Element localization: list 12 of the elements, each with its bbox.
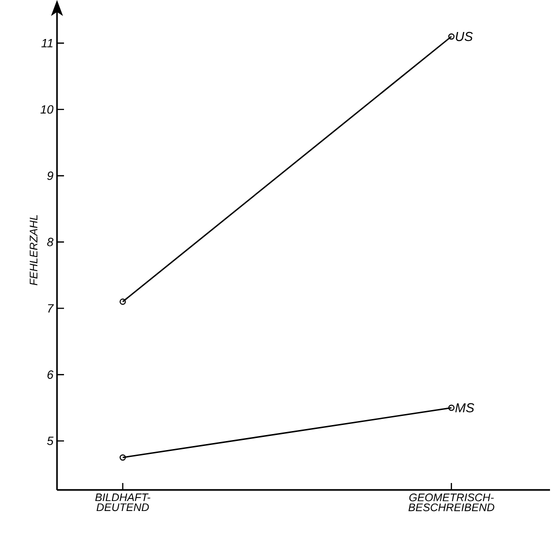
y-tick-label: 6 <box>48 370 54 379</box>
series-label: US <box>456 32 473 42</box>
y-tick-label: 11 <box>41 39 52 48</box>
x-tick-label: GEOMETRISCH-BESCHREIBEND <box>408 494 494 512</box>
y-tick-label: 5 <box>47 436 54 446</box>
series-label: MS <box>455 403 474 412</box>
y-tick-label: 8 <box>47 238 54 246</box>
y-tick-label: 10 <box>40 105 54 114</box>
y-axis-title: FEHLERZAHL <box>30 215 38 286</box>
x-tick-label: BILDHAFT-DEUTEND <box>95 494 150 512</box>
y-tick-label: 9 <box>47 172 54 180</box>
y-tick-label: 7 <box>48 304 54 312</box>
